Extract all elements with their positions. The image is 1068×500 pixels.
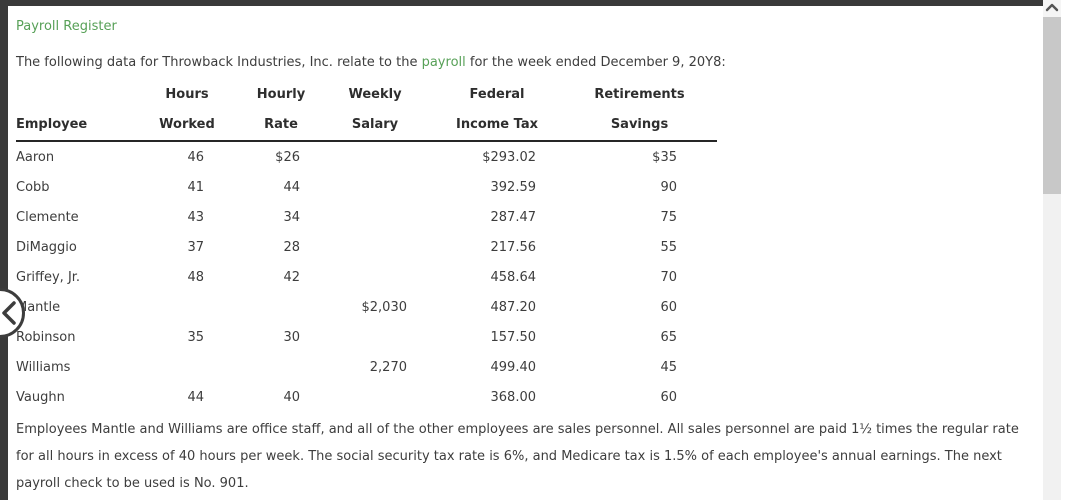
employee-cell: Mantle xyxy=(16,299,61,315)
hours-worked-cell: 48 xyxy=(187,269,204,285)
table-row: DiMaggio 37 28 217.56 55 xyxy=(16,232,717,262)
header-employee: Employee xyxy=(16,80,130,142)
table-row: Robinson 35 30 157.50 65 xyxy=(16,322,717,352)
weekly-salary-cell: 2,270 xyxy=(369,359,407,375)
header-hourly-rate: Hourly Rate xyxy=(244,80,318,142)
federal-income-tax-cell: 487.20 xyxy=(490,299,537,315)
payroll-table-header: Employee Hours Worked Hourly Rate Weekly… xyxy=(16,80,717,142)
retirement-savings-cell: 65 xyxy=(660,329,677,345)
weekly-salary-cell xyxy=(318,141,432,172)
weekly-salary-cell: $2,030 xyxy=(361,299,408,315)
hours-worked-cell xyxy=(130,352,244,382)
hourly-rate-cell: 44 xyxy=(283,179,300,195)
employee-cell: DiMaggio xyxy=(16,239,77,255)
hourly-rate-cell: 42 xyxy=(283,269,300,285)
hourly-rate-cell: 30 xyxy=(283,329,300,345)
federal-income-tax-cell: 499.40 xyxy=(490,359,537,375)
weekly-salary-cell xyxy=(318,232,432,262)
chevron-up-icon xyxy=(1045,1,1059,16)
employee-cell: Vaughn xyxy=(16,389,65,405)
employee-cell: Robinson xyxy=(16,329,76,345)
payroll-table: Employee Hours Worked Hourly Rate Weekly… xyxy=(16,80,717,412)
retirement-savings-cell: 45 xyxy=(660,359,677,375)
table-row: Aaron 46 $26 $293.02 $35 xyxy=(16,141,717,172)
retirement-savings-cell: 55 xyxy=(660,239,677,255)
header-retirement-savings: Retirements Savings xyxy=(562,80,717,142)
payroll-glossary-link[interactable]: payroll xyxy=(421,55,466,70)
hourly-rate-cell xyxy=(244,352,318,382)
hours-worked-cell: 37 xyxy=(187,239,204,255)
problem-notes-text: Employees Mantle and Williams are office… xyxy=(16,422,1019,491)
table-row: Cobb 41 44 392.59 90 xyxy=(16,172,717,202)
federal-income-tax-cell: 368.00 xyxy=(490,389,537,405)
top-edge-bar xyxy=(0,0,1043,6)
retirement-savings-cell: 75 xyxy=(660,209,677,225)
scroll-up-button[interactable] xyxy=(1043,0,1061,17)
federal-income-tax-cell: 287.47 xyxy=(490,209,537,225)
hourly-rate-cell: 28 xyxy=(283,239,300,255)
employee-cell: Cobb xyxy=(16,179,50,195)
employee-cell: Williams xyxy=(16,359,71,375)
hours-worked-cell: 41 xyxy=(187,179,204,195)
header-federal-income-tax: Federal Income Tax xyxy=(432,80,562,142)
payroll-table-body: Aaron 46 $26 $293.02 $35 Cobb 41 44 392.… xyxy=(16,141,717,412)
employee-cell: Griffey, Jr. xyxy=(16,269,81,285)
header-hours-worked: Hours Worked xyxy=(130,80,244,142)
header-weekly-salary: Weekly Salary xyxy=(318,80,432,142)
hourly-rate-cell xyxy=(244,292,318,322)
vertical-scrollbar[interactable] xyxy=(1043,0,1061,500)
weekly-salary-cell xyxy=(318,262,432,292)
employee-cell: Aaron xyxy=(16,149,55,165)
table-row: Griffey, Jr. 48 42 458.64 70 xyxy=(16,262,717,292)
hours-worked-cell: 43 xyxy=(187,209,204,225)
page-title: Payroll Register xyxy=(16,19,117,34)
intro-text-before: The following data for Throwback Industr… xyxy=(16,55,422,70)
employee-cell: Clemente xyxy=(16,209,79,225)
hours-worked-cell: 35 xyxy=(187,329,204,345)
hours-worked-cell: 44 xyxy=(187,389,204,405)
table-row: Clemente 43 34 287.47 75 xyxy=(16,202,717,232)
intro-text: The following data for Throwback Industr… xyxy=(16,55,1030,70)
hours-worked-cell xyxy=(130,292,244,322)
weekly-salary-cell xyxy=(318,202,432,232)
weekly-salary-cell xyxy=(318,382,432,412)
hours-worked-cell: 46 xyxy=(187,149,204,165)
federal-income-tax-cell: 217.56 xyxy=(490,239,537,255)
table-row: Vaughn 44 40 368.00 60 xyxy=(16,382,717,412)
federal-income-tax-cell: $293.02 xyxy=(482,149,536,165)
hourly-rate-cell: 34 xyxy=(283,209,300,225)
federal-income-tax-cell: 157.50 xyxy=(490,329,537,345)
hourly-rate-cell: $26 xyxy=(275,149,300,165)
scrollbar-thumb[interactable] xyxy=(1043,17,1061,194)
table-row: Williams 2,270 499.40 45 xyxy=(16,352,717,382)
retirement-savings-cell: $35 xyxy=(652,149,677,165)
hourly-rate-cell: 40 xyxy=(283,389,300,405)
weekly-salary-cell xyxy=(318,172,432,202)
retirement-savings-cell: 70 xyxy=(660,269,677,285)
intro-text-after: for the week ended December 9, 20Y8: xyxy=(465,55,726,70)
payroll-register-panel: Payroll Register The following data for … xyxy=(16,0,1030,497)
table-row: Mantle $2,030 487.20 60 xyxy=(16,292,717,322)
retirement-savings-cell: 60 xyxy=(660,299,677,315)
retirement-savings-cell: 90 xyxy=(660,179,677,195)
weekly-salary-cell xyxy=(318,322,432,352)
federal-income-tax-cell: 458.64 xyxy=(490,269,537,285)
retirement-savings-cell: 60 xyxy=(660,389,677,405)
left-edge-bar xyxy=(0,0,8,500)
federal-income-tax-cell: 392.59 xyxy=(490,179,537,195)
